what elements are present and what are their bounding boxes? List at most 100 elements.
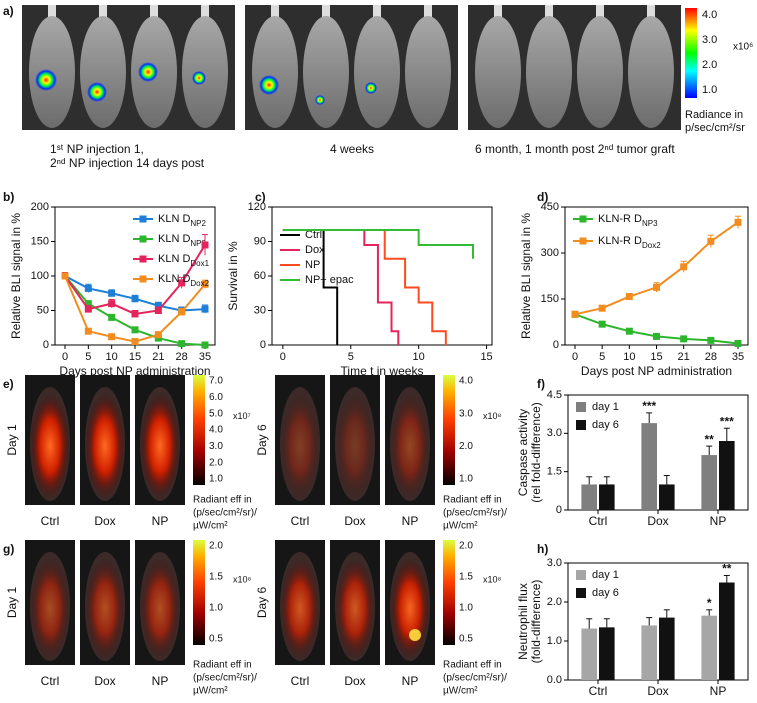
marker xyxy=(84,284,92,292)
legend-name: day 1 xyxy=(592,569,619,581)
colorbar-title: µW/cm² xyxy=(193,521,228,532)
bli-signal xyxy=(192,71,206,85)
bar xyxy=(659,484,675,510)
legend-label: NP xyxy=(305,259,320,271)
marker xyxy=(131,310,139,318)
legend-marker xyxy=(139,215,147,223)
day-label: Day 1 xyxy=(5,424,19,456)
y-axis-label: Relative BLI signal in % xyxy=(519,213,533,339)
legend-marker xyxy=(139,275,147,283)
caption: 2ⁿᵈ NP injection 14 days post xyxy=(50,156,205,170)
x-tick-label: NP xyxy=(710,514,727,528)
mouse xyxy=(577,16,623,128)
y-tick-label: 2.0 xyxy=(547,596,562,608)
legend-label: NP+ epac xyxy=(305,274,354,286)
plot-frame xyxy=(54,206,216,346)
colorbar-tick: 2.0 xyxy=(209,541,223,552)
ear-tag xyxy=(424,5,432,17)
legend-label: day 6 xyxy=(592,419,619,431)
marker xyxy=(707,336,715,344)
bar xyxy=(719,582,735,680)
mouse-label: NP xyxy=(402,514,419,528)
legend-subscript: NP2 xyxy=(190,219,206,228)
significance: ** xyxy=(722,562,732,576)
legend-swatch xyxy=(576,402,586,412)
x-tick-label: 5 xyxy=(599,351,605,363)
bli-signal xyxy=(87,82,107,102)
y-axis-label: Caspase activity xyxy=(516,409,530,496)
legend-name: NP xyxy=(305,259,320,271)
marker xyxy=(154,302,162,310)
legend-swatch xyxy=(576,570,586,580)
ear-tag xyxy=(99,5,107,17)
bar xyxy=(641,625,657,680)
colorbar-tick: 3.0 xyxy=(209,441,223,452)
legend-label: KLN-R DDox2 xyxy=(598,235,661,250)
marker xyxy=(131,326,139,334)
legend-subscript: Dox2 xyxy=(642,241,661,250)
colorbar-title: p/sec/cm²/sr xyxy=(685,122,745,134)
marker xyxy=(61,272,69,280)
x-tick-label: 5 xyxy=(348,351,354,363)
marker xyxy=(178,308,186,316)
legend-label: KLN-R DNP3 xyxy=(598,213,658,228)
ear-tag xyxy=(596,5,604,17)
series-line xyxy=(282,229,400,345)
caption: 4 weeks xyxy=(330,142,374,156)
marker xyxy=(154,331,162,339)
mouse-label: Ctrl xyxy=(291,674,310,688)
ear-tag xyxy=(373,5,381,17)
legend-subscript: Dox2 xyxy=(190,279,209,288)
y-axis-label: (fold-difference) xyxy=(529,580,543,664)
legend-swatch xyxy=(576,420,586,430)
mouse xyxy=(526,16,572,128)
marker xyxy=(84,305,92,313)
mouse-label: Ctrl xyxy=(291,514,310,528)
marker xyxy=(201,280,209,288)
legend-name: KLN D xyxy=(158,213,190,225)
y-axis-label: Survival in % xyxy=(226,241,240,311)
colorbar-title: Radiant eff in xyxy=(193,660,252,671)
mouse-label: Ctrl xyxy=(41,514,60,528)
marker xyxy=(108,289,116,297)
legend-name: Dox xyxy=(305,244,325,256)
panel-label: h) xyxy=(537,542,548,556)
y-tick-label: 50 xyxy=(37,304,49,316)
colorbar-title: (p/sec/cm²/sr)/ xyxy=(443,508,507,519)
colorbar-tick: 4.0 xyxy=(209,425,223,436)
x-tick-label: 5 xyxy=(85,351,91,363)
x-tick-label: 21 xyxy=(152,351,164,363)
bar xyxy=(599,627,615,680)
marker xyxy=(625,327,633,335)
colorbar xyxy=(193,375,205,485)
colorbar-tick: 5.0 xyxy=(209,408,223,419)
x-axis-label: Days post NP administration xyxy=(59,364,210,378)
y-tick-label: 200 xyxy=(31,201,49,213)
plot-frame xyxy=(564,206,749,346)
mouse-label: NP xyxy=(402,674,419,688)
marker xyxy=(707,237,715,245)
legend-subscript: NP3 xyxy=(642,219,658,228)
mouse xyxy=(182,16,228,128)
colorbar-exponent: x10⁷ xyxy=(233,411,251,421)
legend-marker xyxy=(579,215,587,223)
significance: *** xyxy=(720,414,734,428)
y-tick-label: 0 xyxy=(556,504,562,516)
y-tick-label: 0 xyxy=(43,339,49,351)
y-tick-label: 4.5 xyxy=(547,389,562,401)
colorbar-tick: 2.0 xyxy=(209,457,223,468)
legend-name: KLN D xyxy=(158,233,190,245)
ear-tag xyxy=(545,5,553,17)
fluorescence xyxy=(85,393,125,499)
fluorescence xyxy=(335,393,375,499)
y-tick-label: 150 xyxy=(31,235,49,247)
fluorescence xyxy=(390,558,430,659)
colorbar-tick: 1.0 xyxy=(209,474,223,485)
legend-name: KLN-R D xyxy=(598,213,642,225)
marker xyxy=(598,320,606,328)
panel-label: e) xyxy=(3,377,14,391)
y-tick-label: 3.0 xyxy=(547,427,562,439)
colorbar-tick: 3.0 xyxy=(702,34,717,46)
legend-name: day 1 xyxy=(592,401,619,413)
bli-signal xyxy=(315,95,325,105)
